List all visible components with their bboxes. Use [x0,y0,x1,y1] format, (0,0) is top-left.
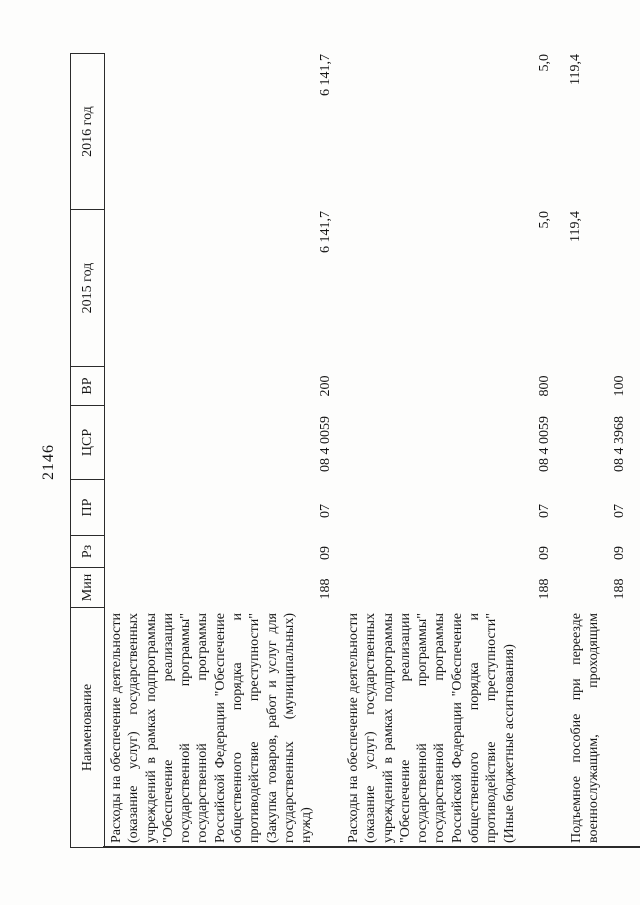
column-header-2015: 2015 год [71,210,104,367]
row-3-vr: 100 [612,375,627,397]
row-2-csr: 08 4 0059 [537,416,552,472]
table-header-row: Наименование Мин Рз ПР ЦСР ВР 2015 год 2… [70,53,105,848]
row-1-pr: 07 [318,504,333,518]
row-3-2015: 119,4 [568,211,583,242]
row-1-csr: 08 4 0059 [318,416,333,472]
row-1-vr: 200 [318,375,333,397]
row-2-vr: 800 [537,375,552,397]
column-header-rz: Рз [71,536,104,568]
column-header-vr: ВР [71,367,104,406]
row-1-2015: 6 141,7 [318,211,333,253]
row-2-name: Расходы на обеспечение деятельности (ока… [346,613,517,843]
column-header-csr: ЦСР [71,406,104,480]
row-3-name: Подъемное пособие при переезде военнослу… [569,613,602,843]
row-1-2016: 6 141,7 [318,54,333,96]
page-number: 2146 [40,444,57,480]
row-2-2015: 5,0 [537,211,552,229]
row-3-csr: 08 4 3968 [612,416,627,472]
column-header-2016: 2016 год [71,54,104,210]
table-left-border [103,846,640,848]
row-3-pr: 07 [612,504,627,518]
column-header-pr: ПР [71,480,104,536]
column-header-min: Мин [71,568,104,608]
row-2-pr: 07 [537,504,552,518]
row-2-2016: 5,0 [537,54,552,72]
row-3-2016: 119,4 [568,54,583,85]
column-header-naimenovanie: Наименование [79,683,95,772]
row-1-name: Расходы на обеспечение деятельности (ока… [109,613,315,843]
